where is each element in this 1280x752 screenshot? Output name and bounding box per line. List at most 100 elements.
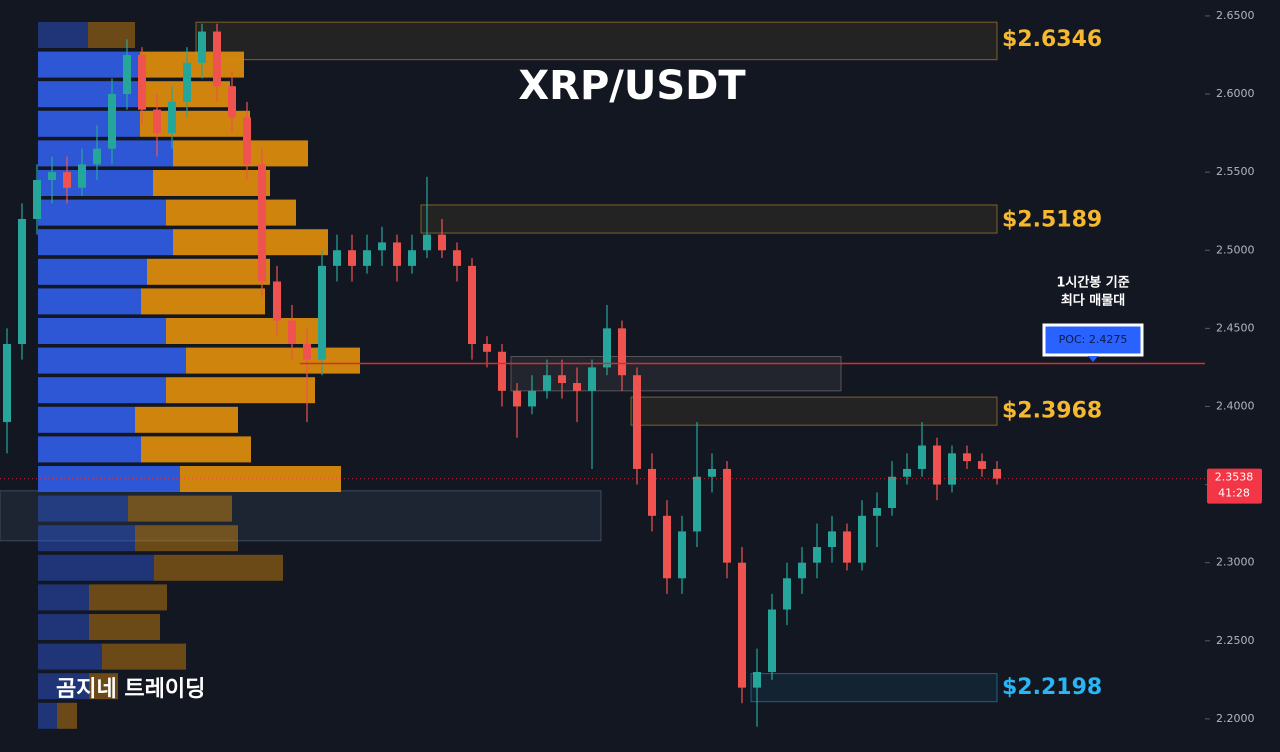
profile-sell (166, 377, 315, 404)
candle-body (888, 476, 896, 508)
poc-note: 최다 매물대 (1061, 293, 1125, 309)
candle-body (123, 54, 131, 95)
candle-body (258, 164, 266, 282)
candle-body (543, 375, 551, 391)
candle-body (498, 351, 506, 391)
candle-body (303, 343, 311, 360)
y-tick-label: 2.5500 (1216, 165, 1255, 178)
profile-buy (38, 110, 140, 137)
y-tick-label: 2.6500 (1216, 9, 1255, 22)
level-zone (630, 396, 998, 426)
profile-buy (38, 258, 147, 285)
level-label: $2.5189 (1002, 208, 1102, 233)
profile-buy (38, 229, 173, 256)
profile-sell (141, 288, 265, 315)
candle-body (738, 562, 746, 688)
candle-body (318, 265, 326, 360)
poc-note: 1시간봉 기준 (1056, 275, 1129, 291)
candle-body (723, 468, 731, 563)
y-tick-label: 2.5000 (1216, 243, 1255, 256)
candle-body (183, 62, 191, 102)
y-tick-label: 2.6000 (1216, 87, 1255, 100)
profile-sell (89, 614, 160, 640)
profile-sell (135, 406, 238, 433)
level-label: $2.2198 (1002, 675, 1102, 700)
candle-body (558, 375, 566, 384)
profile-sell (57, 702, 77, 729)
countdown-label: 41:28 (1218, 487, 1250, 500)
profile-buy (38, 288, 141, 315)
profile-buy (38, 199, 166, 226)
candle-body (663, 515, 671, 579)
y-tick-label: 2.2500 (1216, 634, 1255, 647)
candle-body (288, 320, 296, 344)
candle-body (213, 31, 221, 87)
candle-body (783, 578, 791, 610)
candle-body (993, 468, 1001, 479)
range-box (0, 490, 602, 542)
profile-buy (38, 170, 153, 196)
candle-body (648, 468, 656, 516)
candle-body (513, 390, 521, 407)
chart-title: XRP/USDT (518, 63, 746, 109)
candle-body (618, 328, 626, 376)
level-label: $2.6346 (1002, 27, 1102, 52)
profile-sell (135, 525, 238, 552)
profile-buy (38, 347, 186, 374)
candle-body (363, 250, 371, 266)
profile-buy (38, 673, 89, 700)
candle-body (633, 375, 641, 469)
candle-body (708, 468, 716, 477)
candle-body (768, 609, 776, 673)
y-tick-label: 2.4000 (1216, 399, 1255, 412)
profile-buy (38, 140, 173, 167)
watermark: 곰지네 트레이딩 (56, 677, 205, 702)
level-label: $2.3968 (1002, 398, 1102, 423)
candle-body (48, 172, 56, 180)
profile-sell (141, 436, 251, 463)
candle-body (948, 453, 956, 485)
candle-body (423, 234, 431, 251)
candle-body (693, 476, 701, 532)
y-tick-label: 2.2000 (1216, 712, 1255, 725)
profile-sell (154, 554, 283, 581)
profile-sell (147, 258, 270, 285)
profile-buy (38, 702, 57, 729)
candle-body (18, 219, 26, 344)
candle-body (78, 164, 86, 188)
y-tick-label: 2.4500 (1216, 321, 1255, 334)
candle-body (33, 179, 41, 220)
profile-sell (173, 140, 308, 167)
y-tick-label: 2.3000 (1216, 556, 1255, 569)
candle-body (393, 242, 401, 266)
candle-body (828, 531, 836, 548)
candle-body (798, 562, 806, 579)
profile-sell (89, 584, 167, 611)
profile-buy (38, 22, 88, 48)
poc-label: POC: 2.4275 (1059, 333, 1128, 346)
profile-buy (38, 495, 128, 522)
candle-body (933, 445, 941, 485)
candle-body (273, 281, 281, 321)
profile-buy (38, 643, 102, 670)
candle-body (138, 54, 146, 110)
profile-sell (89, 673, 118, 700)
candle-body (198, 31, 206, 63)
candle-body (483, 343, 491, 352)
candle-body (438, 234, 446, 251)
profile-sell (128, 495, 232, 522)
candle-body (243, 117, 251, 165)
profile-buy (38, 584, 89, 611)
candle-body (978, 461, 986, 469)
candle-body (858, 515, 866, 563)
candle-body (153, 109, 161, 134)
profile-sell (166, 199, 296, 226)
profile-sell (88, 22, 135, 48)
candle-body (603, 328, 611, 368)
candle-body (108, 94, 116, 149)
candle-body (813, 547, 821, 563)
last-price-tag (1207, 468, 1262, 504)
candle-body (678, 531, 686, 579)
candle-body (408, 250, 416, 266)
